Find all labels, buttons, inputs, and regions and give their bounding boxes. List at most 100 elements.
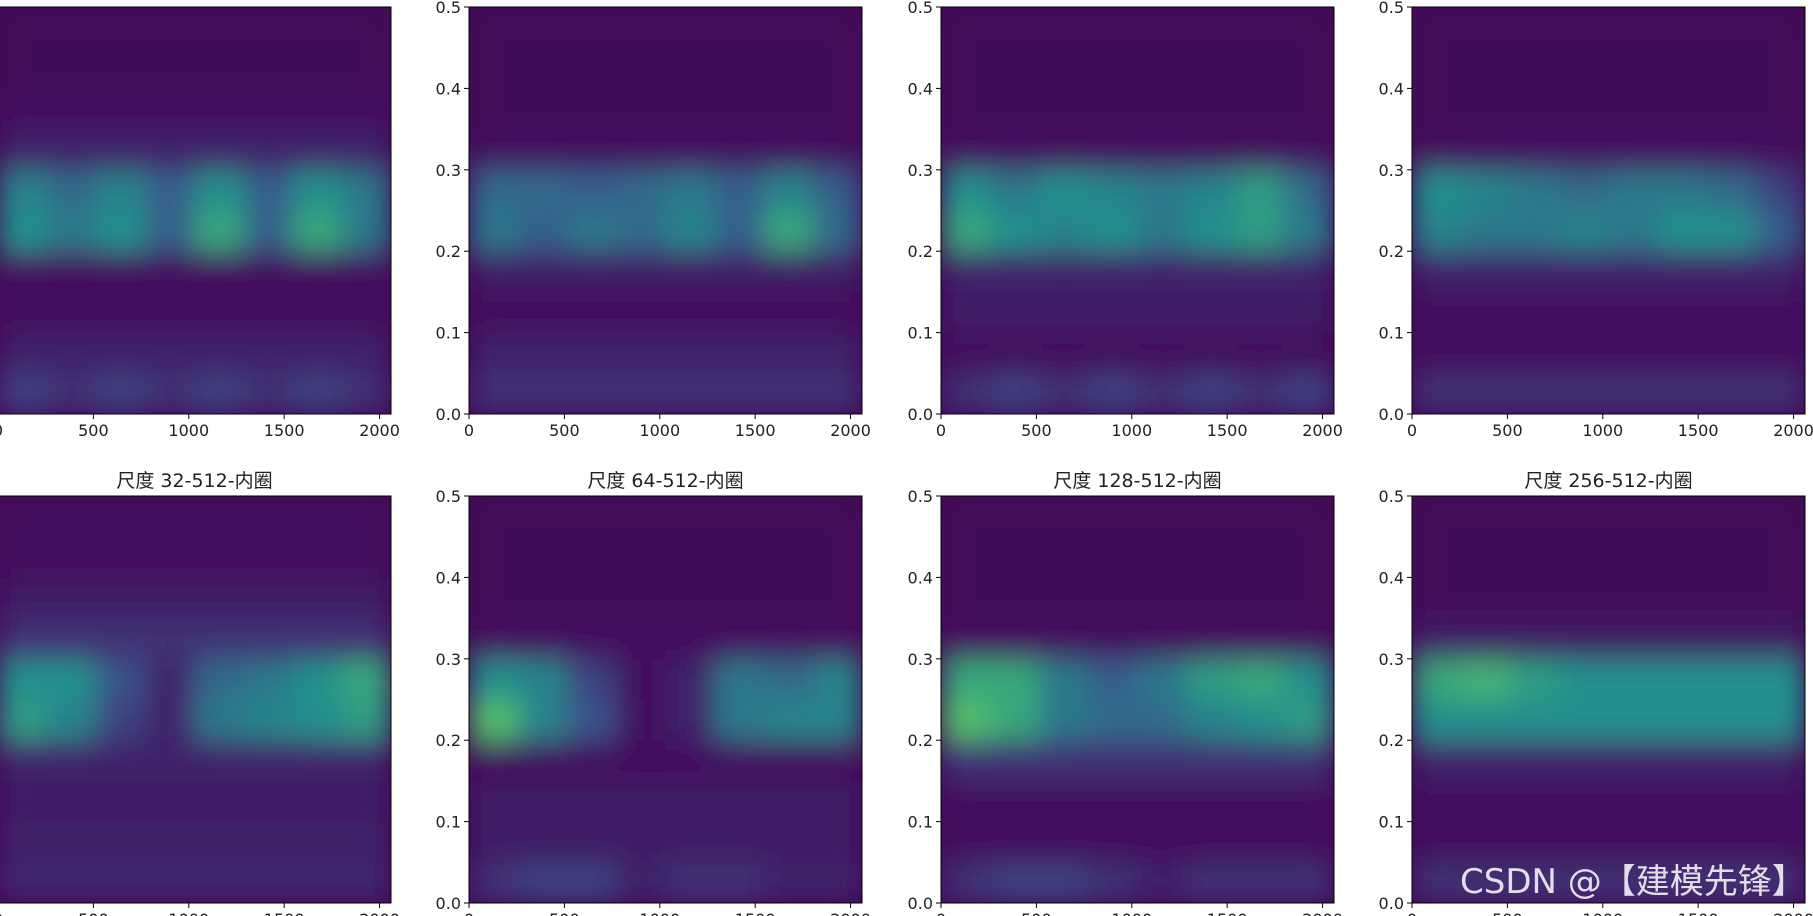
x-tick-label: 1500 [264,910,305,916]
heatmap-cell [1137,740,1188,782]
heatmap-cell [1657,862,1708,903]
heatmap-cell [1235,291,1286,334]
heatmap-cell [145,88,195,130]
y-tick-label: 0.4 [908,79,933,98]
heatmap-cell [1088,129,1138,171]
heatmap-cell [1510,129,1560,171]
heatmap-cell [1137,780,1188,823]
heatmap-cell [763,821,814,863]
heatmap-cell [1284,88,1334,130]
heatmap-cell [990,251,1040,293]
heatmap-cell [1657,7,1708,49]
heatmap-cell [518,821,568,863]
heatmap-cell [47,740,97,782]
heatmap-cell [1186,169,1237,211]
heatmap-cell [1088,618,1138,660]
heatmap-cell [941,169,991,211]
heatmap-cell [1657,169,1708,211]
heatmap-cell [763,740,814,782]
heatmap-cell [1657,740,1708,782]
y-tick-label: 0.4 [436,568,461,587]
heatmap-cell [990,496,1040,538]
y-tick-label: 0.2 [908,731,933,750]
heatmap-cell [96,129,146,171]
heatmap-cell [47,618,97,660]
x-tick-label: 1000 [1111,421,1152,440]
heatmap-cell [1461,210,1511,252]
heatmap-cell [518,251,568,293]
heatmap-cell [1510,699,1560,741]
heatmap-cell [1608,332,1659,374]
heatmap-cell [1137,169,1188,211]
heatmap-cell [1559,536,1609,578]
heatmap-cell [194,699,245,741]
heatmap-cells [0,496,391,903]
heatmap-cell [714,821,765,863]
heatmap-cell [243,821,294,863]
x-tick-label: 2000 [1773,421,1813,440]
heatmap-cell [990,129,1040,171]
heatmap-cell [1510,291,1560,334]
heatmap-cell [1755,129,1805,171]
heatmap-cell [292,658,343,700]
heatmap-cell [1039,536,1089,578]
heatmap-cell [1608,740,1659,782]
heatmap-cell [1608,373,1659,414]
heatmap-cell [1559,658,1609,700]
heatmap-cell [1284,780,1334,823]
heatmap-cell [469,332,519,374]
heatmap-cell [1137,210,1188,252]
heatmap-cell [616,496,666,538]
y-tick-label: 0.1 [1379,324,1404,343]
heatmap-cell [1657,88,1708,130]
heatmap-cell [941,496,991,538]
heatmap-cell [665,577,716,619]
heatmap-cell [1706,577,1757,619]
heatmap-cell [1039,47,1089,89]
y-tick-label: 0.5 [908,487,933,506]
heatmap-cell [941,821,991,863]
heatmap-cell [1559,496,1609,538]
heatmap-cell [145,496,195,538]
heatmap-cell [1088,332,1138,374]
x-tick-label: 0 [464,421,474,440]
heatmap-cell [1657,47,1708,89]
axes-frame [0,6,392,415]
heatmap-cell [0,618,48,660]
axes: 0 500 1000 1500 2000 0.0 0.1 0.2 0.3 0.4 0.5 尺度 256… [1379,470,1813,916]
x-tick-label: 0 [464,910,474,916]
heatmap-cell [47,169,97,211]
heatmap-cell [1510,821,1560,863]
heatmap-cell [990,618,1040,660]
heatmap-cell [1461,88,1511,130]
x-tick-label: 2000 [830,421,871,440]
heatmap-cell [990,169,1040,211]
x-tick-label: 1000 [1582,910,1623,916]
heatmap-cell [812,699,862,741]
heatmap-cell [1137,88,1188,130]
heatmap-cell [1657,536,1708,578]
heatmap-cell [812,821,862,863]
heatmap-cell [763,496,814,538]
heatmap-cell [1755,699,1805,741]
heatmap-cell [1039,618,1089,660]
heatmap-cell [1559,821,1609,863]
heatmap-cell [714,47,765,89]
heatmap-cell [812,332,862,374]
heatmap-cell [941,740,991,782]
heatmap-cell [243,577,294,619]
heatmap-cell [1412,169,1462,211]
axes: 0 500 1000 1500 2000 [0,6,400,440]
heatmap-cell [763,88,814,130]
heatmap-panel [1412,7,1805,414]
heatmap-cell [1657,821,1708,863]
x-tick-label: 1500 [1678,910,1719,916]
heatmap-cell [1510,740,1560,782]
heatmap-cell [194,88,245,130]
y-tick-label: 0.5 [1379,0,1404,17]
heatmap-cell [1461,169,1511,211]
heatmap-cell [518,780,568,823]
heatmap-cell [1235,699,1286,741]
heatmap-cell [0,862,48,903]
